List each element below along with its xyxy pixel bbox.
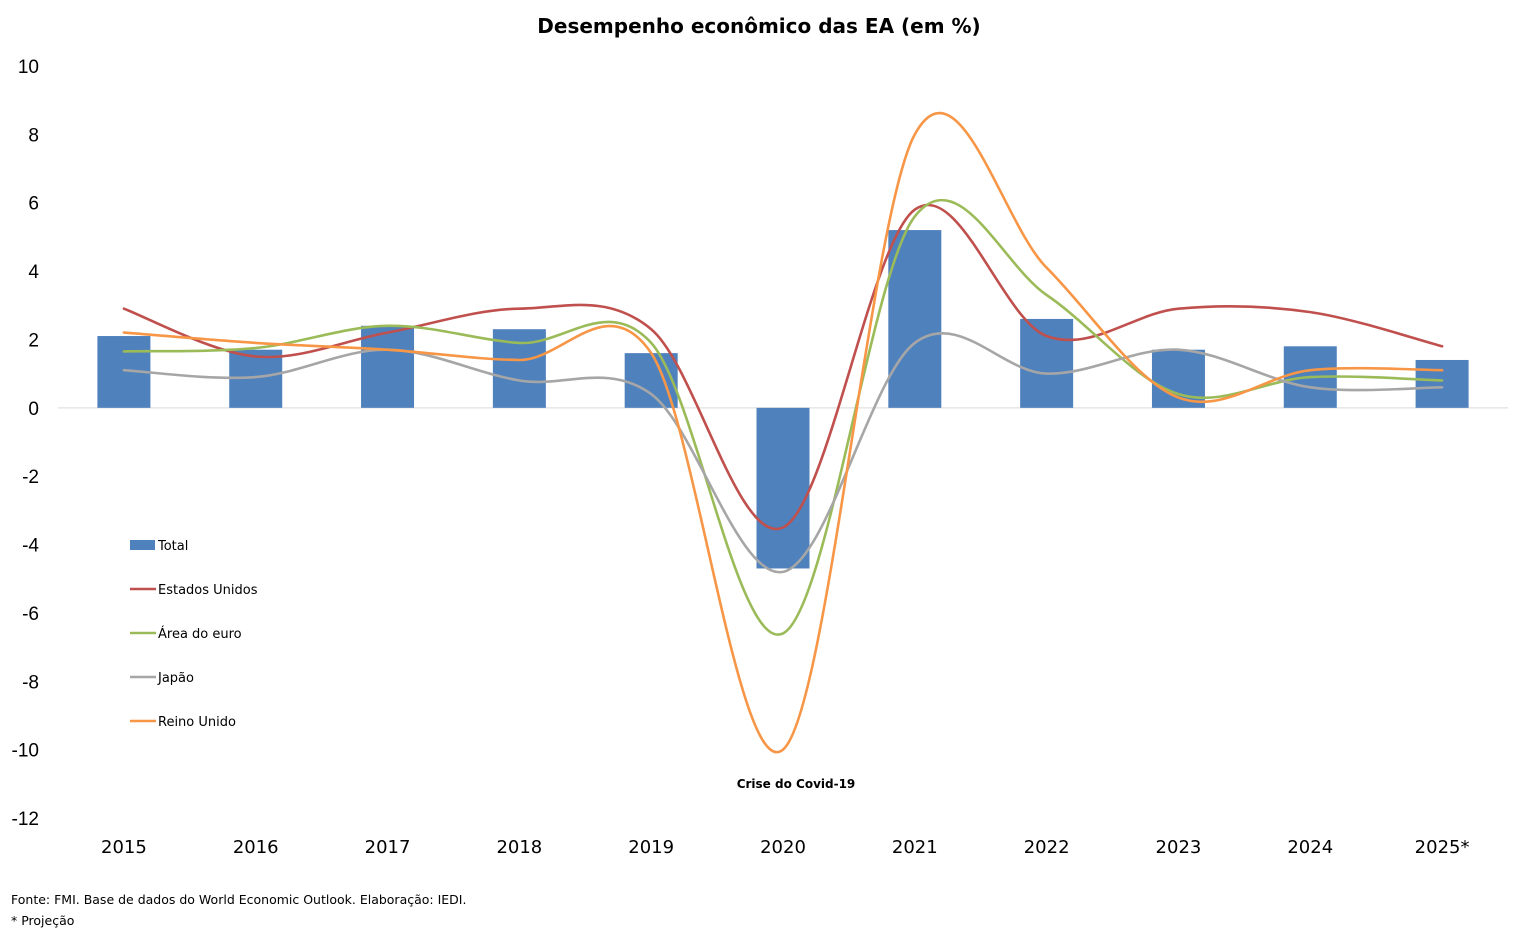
legend-label: Japão [157, 671, 194, 686]
line-área-do-euro [122, 198, 1444, 636]
legend: Total Estados Unidos Área do euro Japão Rein… [130, 539, 258, 730]
chart: Desempenho econômico das EA (em %) 10 8 6 4… [12, 14, 1508, 858]
x-tick-label: 2018 [496, 837, 542, 858]
legend-label: Área do euro [158, 626, 242, 642]
line-estados-unidos [122, 203, 1444, 531]
x-tick-label: 2024 [1287, 837, 1333, 858]
x-tick-label: 2019 [628, 837, 674, 858]
bar-total-2022 [1020, 318, 1074, 408]
x-tick-label: 2022 [1024, 837, 1070, 858]
bar-total-2019 [624, 353, 678, 408]
x-tick-label: 2021 [892, 837, 938, 858]
x-tick-label: 2017 [365, 837, 411, 858]
y-tick-label: -8 [22, 672, 39, 693]
legend-label: Reino Unido [158, 715, 236, 730]
y-tick-label: 0 [28, 399, 39, 420]
line-japão [122, 331, 1444, 574]
x-tick-label: 2015 [101, 837, 147, 858]
y-tick-label: 10 [18, 57, 39, 78]
y-tick-label: 2 [28, 330, 39, 351]
bar-total-2020 [756, 407, 810, 569]
x-axis: 2015 2016 2017 2018 2019 2020 2021 2022 2023 2024… [101, 837, 1469, 858]
y-tick-label: -4 [22, 536, 39, 557]
bar-total-2021 [888, 230, 942, 408]
chart-title: Desempenho econômico das EA (em %) [537, 14, 980, 38]
legend-label: Total [157, 539, 188, 554]
source-note: Fonte: FMI. Base de dados do World Econo… [11, 892, 467, 907]
y-tick-label: 6 [28, 194, 39, 215]
line-series-group [122, 112, 1444, 754]
bar-total-2017 [361, 325, 415, 408]
annotation-covid: Crise do Covid-19 [737, 777, 856, 791]
line-reino-unido [122, 112, 1444, 754]
y-tick-label: -6 [22, 604, 39, 625]
legend-label: Estados Unidos [158, 583, 258, 598]
y-tick-label: -10 [12, 741, 39, 762]
x-tick-label: 2020 [760, 837, 806, 858]
bar-total-2025* [1415, 359, 1469, 408]
y-tick-label: -2 [22, 467, 39, 488]
bar-total-2023 [1151, 349, 1205, 408]
y-tick-label: -12 [12, 809, 39, 830]
x-tick-label: 2023 [1156, 837, 1202, 858]
x-tick-label: 2025* [1415, 837, 1470, 858]
legend-swatch [130, 540, 155, 550]
bar-series-total [97, 230, 1469, 569]
y-tick-label: 8 [28, 125, 39, 146]
y-tick-label: 4 [28, 262, 39, 283]
y-axis: 10 8 6 4 2 0 -2 -4 -6 -8 -10 -12 [12, 57, 40, 830]
x-tick-label: 2016 [233, 837, 279, 858]
projection-note: * Projeção [11, 913, 75, 928]
